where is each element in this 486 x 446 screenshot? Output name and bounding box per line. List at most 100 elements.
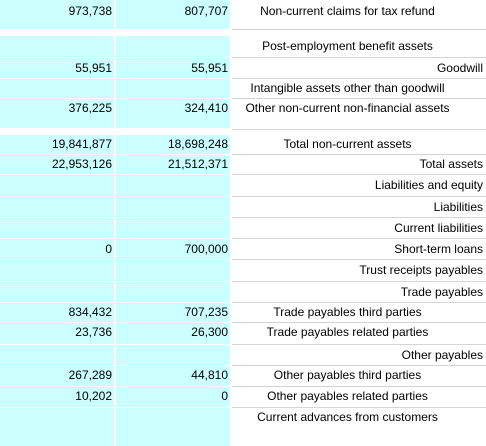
- row-divider: [232, 57, 486, 58]
- line-item-label: Liabilities and equity: [374, 178, 483, 192]
- table-row: Liabilities: [0, 197, 486, 218]
- table-row: Post-employment benefit assets: [0, 36, 486, 58]
- row-divider: [232, 29, 486, 30]
- current-period-value[interactable]: 23,736: [0, 323, 114, 344]
- line-item-cell[interactable]: Liabilities and equity: [232, 175, 486, 196]
- line-item-label: Short-term loans: [394, 242, 483, 256]
- line-item-cell[interactable]: Other payables third parties: [232, 366, 486, 386]
- line-item-cell[interactable]: Non-current claims for tax refund: [232, 0, 486, 29]
- row-divider: [232, 217, 486, 218]
- line-item-label: Other payables related parties: [267, 389, 428, 403]
- table-row: 834,432 707,235 Trade payables third par…: [0, 303, 486, 323]
- current-period-value[interactable]: [0, 197, 114, 217]
- current-period-value[interactable]: 973,738: [0, 0, 114, 29]
- prior-period-value[interactable]: 26,300: [116, 323, 230, 344]
- row-divider: [232, 386, 486, 387]
- line-item-cell[interactable]: Total non-current assets: [232, 135, 486, 154]
- current-period-value[interactable]: 10,202: [0, 387, 114, 407]
- line-item-cell[interactable]: Trade payables related parties: [232, 323, 486, 344]
- prior-period-value[interactable]: [116, 36, 230, 57]
- table-row: 267,289 44,810 Other payables third part…: [0, 366, 486, 387]
- table-row: 23,736 26,300 Trade payables related par…: [0, 323, 486, 345]
- line-item-label: Other payables: [401, 348, 483, 362]
- table-row: 55,951 55,951 Goodwill: [0, 58, 486, 79]
- prior-period-value[interactable]: [116, 282, 230, 302]
- line-item-cell[interactable]: Intangible assets other than goodwill: [232, 79, 486, 98]
- line-item-cell[interactable]: Total assets: [232, 155, 486, 174]
- line-item-label: Non-current claims for tax refund: [260, 4, 435, 18]
- row-divider: [232, 154, 486, 155]
- line-item-label: Current liabilities: [394, 221, 483, 235]
- line-item-label: Trade payables: [400, 285, 483, 299]
- line-item-label: Trade payables related parties: [266, 325, 429, 339]
- table-row: Liabilities and equity: [0, 175, 486, 197]
- line-item-label: Total non-current assets: [283, 137, 412, 151]
- prior-period-value[interactable]: 700,000: [116, 239, 230, 259]
- current-period-value[interactable]: 22,953,126: [0, 155, 114, 174]
- current-period-value[interactable]: 267,289: [0, 366, 114, 386]
- current-period-value[interactable]: 19,841,877: [0, 135, 114, 154]
- current-period-value[interactable]: [0, 36, 114, 57]
- line-item-label: Total assets: [419, 157, 483, 171]
- current-period-value[interactable]: [0, 218, 114, 238]
- table-row: Other payables: [0, 345, 486, 366]
- line-item-cell[interactable]: Liabilities: [232, 197, 486, 217]
- prior-period-value[interactable]: [116, 79, 230, 98]
- row-divider: [232, 196, 486, 197]
- row-divider: [232, 238, 486, 239]
- prior-period-value[interactable]: 18,698,248: [116, 135, 230, 154]
- row-divider: [232, 407, 486, 408]
- prior-period-value[interactable]: 707,235: [116, 303, 230, 322]
- line-item-cell[interactable]: Post-employment benefit assets: [232, 36, 486, 57]
- prior-period-value[interactable]: 21,512,371: [116, 155, 230, 174]
- line-item-label: Other non-current non-financial assets: [245, 101, 450, 115]
- line-item-cell[interactable]: Short-term loans: [232, 239, 486, 259]
- row-divider: [232, 322, 486, 323]
- line-item-cell[interactable]: Trade payables third parties: [232, 303, 486, 322]
- table-row: 22,953,126 21,512,371 Total assets: [0, 155, 486, 175]
- prior-period-value[interactable]: 44,810: [116, 366, 230, 386]
- current-period-value[interactable]: [0, 282, 114, 302]
- line-item-cell[interactable]: Trust receipts payables: [232, 260, 486, 281]
- line-item-label: Trust receipts payables: [359, 263, 483, 277]
- prior-period-value[interactable]: 55,951: [116, 58, 230, 78]
- row-divider: [232, 174, 486, 175]
- prior-period-value[interactable]: 807,707: [116, 0, 230, 29]
- prior-period-value[interactable]: [116, 260, 230, 281]
- row-divider: [232, 129, 486, 130]
- line-item-cell[interactable]: Other non-current non-financial assets: [232, 99, 486, 128]
- prior-period-value[interactable]: 0: [116, 387, 230, 407]
- line-item-label: Intangible assets other than goodwill: [250, 81, 445, 95]
- line-item-cell[interactable]: Goodwill: [232, 58, 486, 78]
- table-row: 0 700,000 Short-term loans: [0, 239, 486, 260]
- prior-period-value[interactable]: [116, 175, 230, 196]
- table-row: 973,738 807,707 Non-current claims for t…: [0, 0, 486, 30]
- line-item-cell[interactable]: Trade payables: [232, 282, 486, 302]
- prior-period-value[interactable]: [116, 218, 230, 238]
- current-period-value[interactable]: 55,951: [0, 58, 114, 78]
- line-item-cell[interactable]: Other payables related parties: [232, 387, 486, 407]
- line-item-cell[interactable]: Current advances from customers: [232, 408, 486, 446]
- current-period-value[interactable]: 376,225: [0, 99, 114, 128]
- current-period-value[interactable]: 834,432: [0, 303, 114, 322]
- line-item-label: Trade payables third parties: [273, 305, 422, 319]
- line-item-label: Other payables third parties: [273, 368, 422, 382]
- prior-period-value[interactable]: [116, 197, 230, 217]
- current-period-value[interactable]: [0, 408, 114, 446]
- current-period-value[interactable]: 0: [0, 239, 114, 259]
- table-row: Current liabilities: [0, 218, 486, 239]
- row-divider: [232, 98, 486, 99]
- prior-period-value[interactable]: 324,410: [116, 99, 230, 128]
- line-item-cell[interactable]: Other payables: [232, 345, 486, 365]
- line-item-label: Liabilities: [433, 200, 483, 214]
- current-period-value[interactable]: [0, 345, 114, 365]
- prior-period-value[interactable]: [116, 408, 230, 446]
- line-item-label: Goodwill: [436, 61, 483, 75]
- line-item-cell[interactable]: Current liabilities: [232, 218, 486, 238]
- current-period-value[interactable]: [0, 175, 114, 196]
- current-period-value[interactable]: [0, 79, 114, 98]
- line-item-label: Current advances from customers: [257, 410, 438, 424]
- prior-period-value[interactable]: [116, 345, 230, 365]
- current-period-value[interactable]: [0, 260, 114, 281]
